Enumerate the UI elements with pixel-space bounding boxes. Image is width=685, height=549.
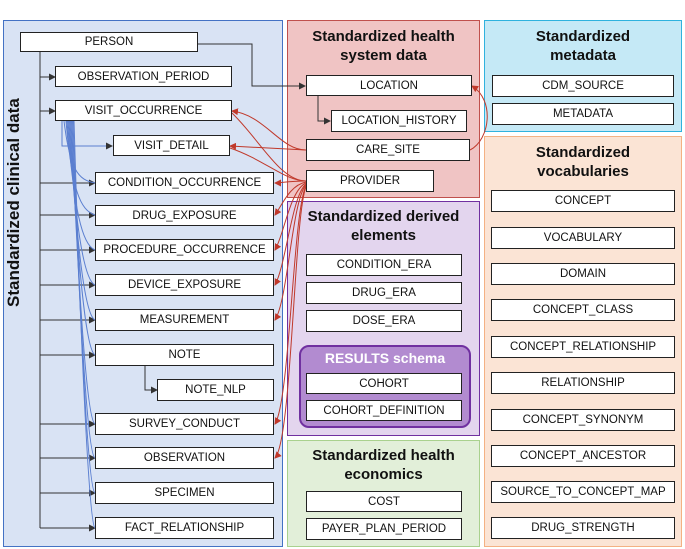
health-system-title: Standardized health system data	[312, 28, 455, 64]
results-schema-title: RESULTS schema	[324, 350, 446, 366]
table-cost[interactable]: COST	[306, 491, 462, 512]
table-person[interactable]: PERSON	[20, 32, 198, 52]
table-observation-period[interactable]: OBSERVATION_PERIOD	[55, 66, 232, 87]
table-care-site[interactable]: CARE_SITE	[306, 139, 470, 161]
table-device-exposure[interactable]: DEVICE_EXPOSURE	[95, 274, 274, 296]
table-provider[interactable]: PROVIDER	[306, 170, 434, 192]
table-procedure-occurrence[interactable]: PROCEDURE_OCCURRENCE	[95, 239, 274, 261]
table-concept-relationship[interactable]: CONCEPT_RELATIONSHIP	[491, 336, 675, 358]
table-fact-relationship[interactable]: FACT_RELATIONSHIP	[95, 517, 274, 539]
table-relationship[interactable]: RELATIONSHIP	[491, 372, 675, 394]
table-domain[interactable]: DOMAIN	[491, 263, 675, 285]
table-concept-synonym[interactable]: CONCEPT_SYNONYM	[491, 409, 675, 431]
table-concept[interactable]: CONCEPT	[491, 190, 675, 212]
table-condition-era[interactable]: CONDITION_ERA	[306, 254, 462, 276]
table-dose-era[interactable]: DOSE_ERA	[306, 310, 462, 332]
table-note-nlp[interactable]: NOTE_NLP	[157, 379, 274, 401]
table-specimen[interactable]: SPECIMEN	[95, 482, 274, 504]
table-payer-plan-period[interactable]: PAYER_PLAN_PERIOD	[306, 518, 462, 540]
vocabularies-title: Standardized vocabularies	[535, 144, 631, 180]
table-drug-exposure[interactable]: DRUG_EXPOSURE	[95, 205, 274, 226]
metadata-title: Standardized metadata	[535, 28, 631, 64]
health-economics-title: Standardized health economics	[312, 447, 455, 483]
table-concept-ancestor[interactable]: CONCEPT_ANCESTOR	[491, 445, 675, 467]
table-visit-detail[interactable]: VISIT_DETAIL	[113, 135, 230, 156]
clinical-data-title: Standardized clinical data	[4, 98, 24, 307]
table-source-to-concept-map[interactable]: SOURCE_TO_CONCEPT_MAP	[491, 481, 675, 503]
table-cohort[interactable]: COHORT	[306, 373, 462, 394]
table-condition-occurrence[interactable]: CONDITION_OCCURRENCE	[95, 172, 274, 194]
table-visit-occurrence[interactable]: VISIT_OCCURRENCE	[55, 100, 232, 121]
table-metadata[interactable]: METADATA	[492, 103, 674, 125]
table-survey-conduct[interactable]: SURVEY_CONDUCT	[95, 413, 274, 435]
table-drug-strength[interactable]: DRUG_STRENGTH	[491, 517, 675, 539]
table-location-history[interactable]: LOCATION_HISTORY	[331, 110, 467, 132]
table-observation[interactable]: OBSERVATION	[95, 447, 274, 469]
table-cohort-definition[interactable]: COHORT_DEFINITION	[306, 400, 462, 421]
table-note[interactable]: NOTE	[95, 344, 274, 366]
table-cdm-source[interactable]: CDM_SOURCE	[492, 75, 674, 97]
table-location[interactable]: LOCATION	[306, 75, 472, 96]
derived-elements-title: Standardized derived elements	[307, 208, 460, 244]
table-drug-era[interactable]: DRUG_ERA	[306, 282, 462, 304]
table-vocabulary[interactable]: VOCABULARY	[491, 227, 675, 249]
table-measurement[interactable]: MEASUREMENT	[95, 309, 274, 331]
table-concept-class[interactable]: CONCEPT_CLASS	[491, 299, 675, 321]
